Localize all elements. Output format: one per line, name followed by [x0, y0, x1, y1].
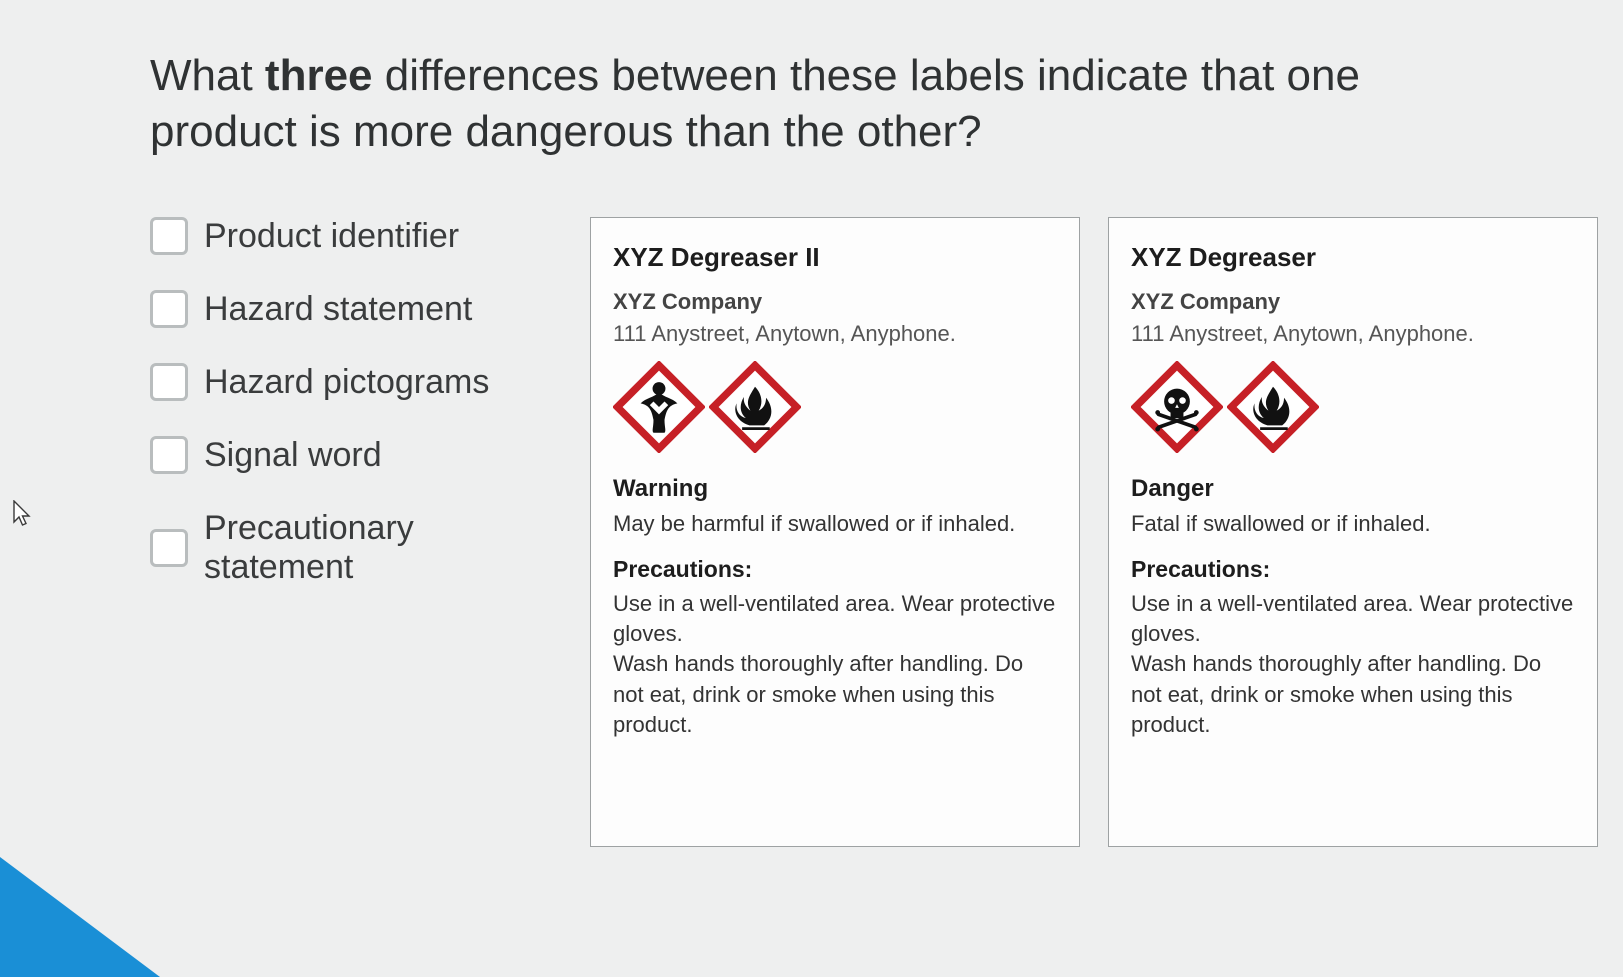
product-label-card-2: XYZ Degreaser XYZ Company 111 Anystreet, A…: [1108, 217, 1598, 847]
answer-options: Product identifier Hazard statement Hazard…: [150, 217, 560, 588]
option-label: Hazard pictograms: [204, 363, 489, 402]
option-precautionary-stmt[interactable]: Precautionary statement: [150, 509, 560, 587]
product-label-card-1: XYZ Degreaser II XYZ Company 111 Anystreet…: [590, 217, 1080, 847]
option-signal-word[interactable]: Signal word: [150, 436, 560, 475]
company-name: XYZ Company: [613, 289, 1057, 315]
pictogram-row: [613, 361, 1057, 453]
option-hazard-pictograms[interactable]: Hazard pictograms: [150, 363, 560, 402]
option-label: Product identifier: [204, 217, 459, 256]
checkbox-hazard-statement[interactable]: [150, 290, 188, 328]
checkbox-precautionary-stmt[interactable]: [150, 529, 188, 567]
question-text: What three differences between these lab…: [150, 48, 1450, 161]
precautionary-statement: Use in a well-ventilated area. Wear prot…: [613, 589, 1057, 741]
precautionary-statement: Use in a well-ventilated area. Wear prot…: [1131, 589, 1575, 741]
content-row: Product identifier Hazard statement Hazard…: [150, 217, 1523, 847]
checkbox-signal-word[interactable]: [150, 436, 188, 474]
signal-word: Danger: [1131, 475, 1575, 503]
company-address: 111 Anystreet, Anytown, Anyphone.: [1131, 321, 1575, 347]
hazard-statement: Fatal if swallowed or if inhaled.: [1131, 509, 1575, 538]
corner-accent-triangle: [0, 857, 160, 977]
cursor-icon: [12, 500, 34, 528]
option-label: Precautionary statement: [204, 509, 560, 587]
flame-icon: [709, 361, 801, 453]
option-product-identifier[interactable]: Product identifier: [150, 217, 560, 256]
flame-icon: [1227, 361, 1319, 453]
precautions-title: Precautions:: [1131, 556, 1575, 583]
pictogram-row: [1131, 361, 1575, 453]
option-hazard-statement[interactable]: Hazard statement: [150, 290, 560, 329]
company-name: XYZ Company: [1131, 289, 1575, 315]
signal-word: Warning: [613, 475, 1057, 503]
option-label: Hazard statement: [204, 290, 472, 329]
option-label: Signal word: [204, 436, 382, 475]
health-hazard-icon: [613, 361, 705, 453]
checkbox-product-identifier[interactable]: [150, 217, 188, 255]
company-address: 111 Anystreet, Anytown, Anyphone.: [613, 321, 1057, 347]
precautions-title: Precautions:: [613, 556, 1057, 583]
product-labels-wrap: XYZ Degreaser II XYZ Company 111 Anystreet…: [590, 217, 1598, 847]
quiz-page: What three differences between these lab…: [0, 0, 1623, 977]
skull-icon: [1131, 361, 1223, 453]
checkbox-hazard-pictograms[interactable]: [150, 363, 188, 401]
hazard-statement: May be harmful if swallowed or if inhale…: [613, 509, 1057, 538]
product-name: XYZ Degreaser: [1131, 242, 1575, 273]
product-name: XYZ Degreaser II: [613, 242, 1057, 273]
